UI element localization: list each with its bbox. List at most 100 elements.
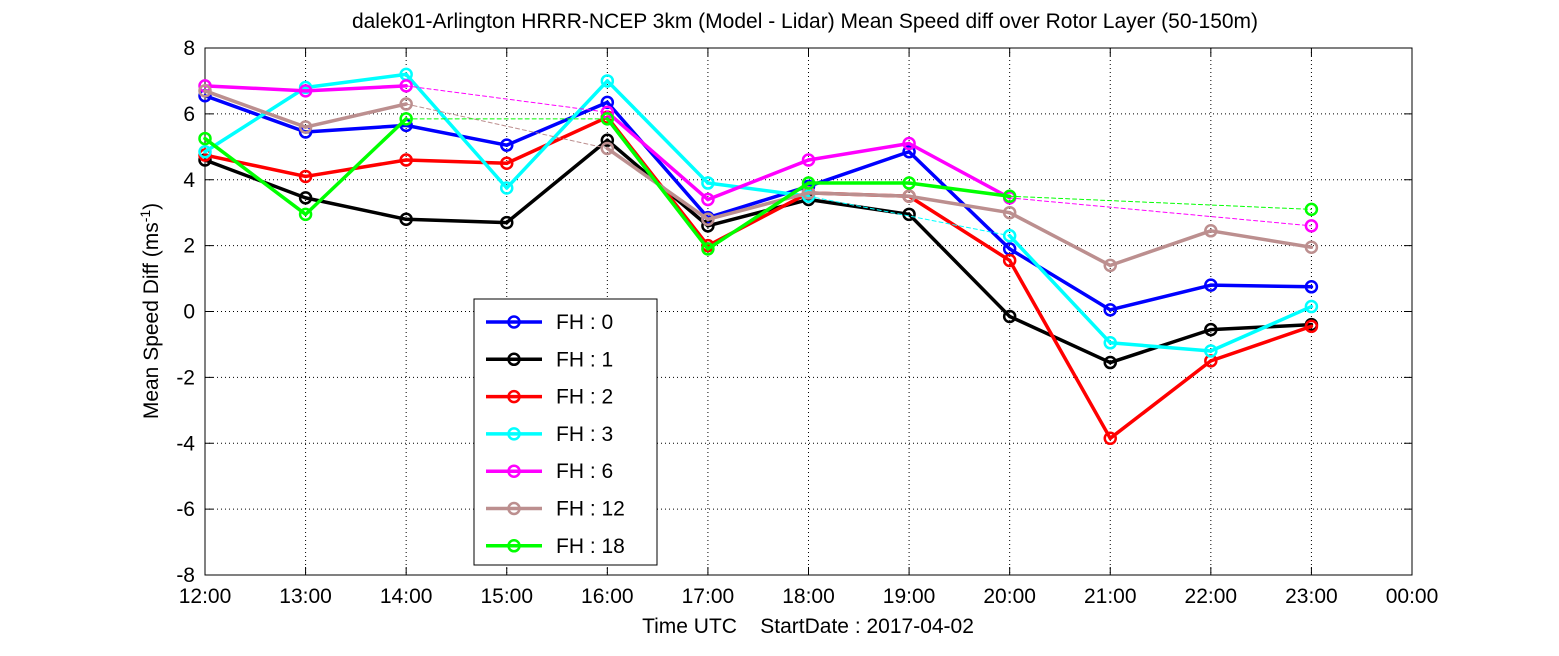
y-axis-label-sup: -1 bbox=[137, 210, 153, 223]
series-line-segment bbox=[404, 217, 509, 225]
y-tick-label: -8 bbox=[176, 564, 195, 587]
series-line-segment bbox=[1007, 258, 1112, 441]
series-line-segment bbox=[505, 115, 610, 166]
data-point bbox=[399, 153, 413, 167]
series-line-segment bbox=[303, 117, 408, 217]
data-point bbox=[600, 141, 615, 156]
series-line-segment bbox=[1108, 359, 1213, 441]
data-point bbox=[600, 133, 615, 147]
series-line-segment bbox=[706, 158, 811, 202]
x-tick-label: 00:00 bbox=[1386, 585, 1439, 608]
series-line-segment bbox=[303, 72, 408, 90]
x-tick-label: 12:00 bbox=[179, 585, 232, 608]
y-axis-label-main: Mean Speed Diff (ms bbox=[140, 222, 163, 419]
series-group bbox=[198, 67, 1319, 446]
y-tick-label: 8 bbox=[183, 37, 195, 60]
data-point bbox=[399, 112, 413, 126]
series-line-segment bbox=[404, 158, 509, 166]
series-line-segment bbox=[505, 138, 610, 225]
series-line-segment bbox=[907, 194, 1012, 215]
data-point bbox=[399, 79, 413, 93]
x-tick-label: 21:00 bbox=[1084, 585, 1137, 608]
x-tick-label: 17:00 bbox=[682, 585, 735, 608]
data-point bbox=[1304, 219, 1319, 233]
data-point bbox=[1304, 202, 1319, 217]
data-point bbox=[1103, 336, 1117, 350]
y-axis-label-end: ) bbox=[140, 203, 163, 210]
series-line-segment bbox=[404, 123, 509, 147]
data-point bbox=[600, 74, 615, 88]
data-point bbox=[1304, 319, 1319, 334]
y-tick-label: 6 bbox=[183, 103, 195, 126]
series-line-segment bbox=[1209, 229, 1314, 250]
series-line-segment bbox=[1209, 324, 1314, 363]
series-line-segment bbox=[806, 150, 911, 189]
legend-marker bbox=[507, 539, 521, 553]
legend-label: FH : 2 bbox=[556, 386, 613, 409]
y-tick-label: -2 bbox=[176, 366, 195, 389]
series-line-segment bbox=[706, 197, 811, 228]
data-point bbox=[500, 181, 514, 195]
series-line-segment bbox=[605, 100, 710, 220]
data-point bbox=[1103, 431, 1117, 446]
series-line-segment bbox=[907, 194, 1012, 263]
x-tick-label: 18:00 bbox=[782, 585, 835, 608]
data-point bbox=[600, 112, 615, 126]
data-point bbox=[500, 138, 514, 152]
legend-marker bbox=[507, 352, 521, 367]
data-point bbox=[701, 212, 715, 227]
series-line-segment bbox=[1108, 229, 1213, 268]
series-line-segment bbox=[605, 110, 710, 202]
data-point bbox=[902, 189, 916, 203]
data-point bbox=[500, 215, 514, 230]
data-point bbox=[701, 176, 715, 190]
series-line-segment bbox=[1007, 233, 1112, 345]
series-line-segment bbox=[405, 103, 608, 149]
x-tick-label: 20:00 bbox=[983, 585, 1036, 608]
data-point bbox=[500, 156, 514, 171]
data-point bbox=[298, 84, 313, 98]
data-point bbox=[399, 212, 413, 227]
series-2 bbox=[198, 110, 1319, 446]
legend-item: FH : 1 bbox=[486, 348, 613, 371]
y-tick-label: 4 bbox=[183, 169, 195, 192]
data-point bbox=[1304, 240, 1319, 255]
data-point bbox=[1002, 228, 1017, 243]
series-line-segment bbox=[1108, 341, 1213, 353]
series-line-segment bbox=[303, 196, 408, 222]
series-line-segment bbox=[203, 158, 308, 200]
y-tick-label: -4 bbox=[176, 432, 195, 455]
series-line-segment bbox=[203, 153, 308, 179]
data-point bbox=[399, 97, 413, 111]
data-point bbox=[1204, 322, 1218, 337]
legend-label: FH : 18 bbox=[556, 535, 625, 558]
legend-marker bbox=[507, 464, 521, 478]
axis-ticks: 12:00 13:00 14:00 15:00 16:00 17:00 18:00 19:00… bbox=[176, 37, 1438, 608]
data-point bbox=[1103, 355, 1117, 370]
data-point bbox=[1204, 344, 1218, 358]
series-line-segment bbox=[505, 79, 610, 190]
data-point bbox=[902, 207, 916, 222]
data-point bbox=[1002, 205, 1017, 220]
x-tick-label: 23:00 bbox=[1285, 585, 1338, 608]
data-point bbox=[298, 207, 313, 222]
series-line-segment bbox=[706, 181, 811, 251]
series-line-segment bbox=[907, 212, 1012, 319]
series-line-segment bbox=[706, 191, 811, 222]
legend-marker bbox=[507, 389, 521, 404]
data-point bbox=[1002, 309, 1017, 324]
series-line-segment bbox=[1009, 197, 1312, 227]
x-tick-label: 22:00 bbox=[1185, 585, 1238, 608]
chart-title: dalek01-Arlington HRRR-NCEP 3km (Model -… bbox=[352, 10, 1258, 33]
series-line-segment bbox=[1007, 314, 1112, 365]
data-point bbox=[1103, 258, 1117, 273]
data-point bbox=[1204, 278, 1218, 292]
series-line-segment bbox=[405, 85, 608, 113]
data-point bbox=[801, 153, 816, 167]
legend-marker bbox=[507, 315, 521, 329]
series-line-segment bbox=[203, 85, 308, 154]
series-line-segment bbox=[1108, 283, 1213, 312]
legend-label: FH : 1 bbox=[556, 348, 613, 371]
x-tick-label: 15:00 bbox=[480, 585, 533, 608]
